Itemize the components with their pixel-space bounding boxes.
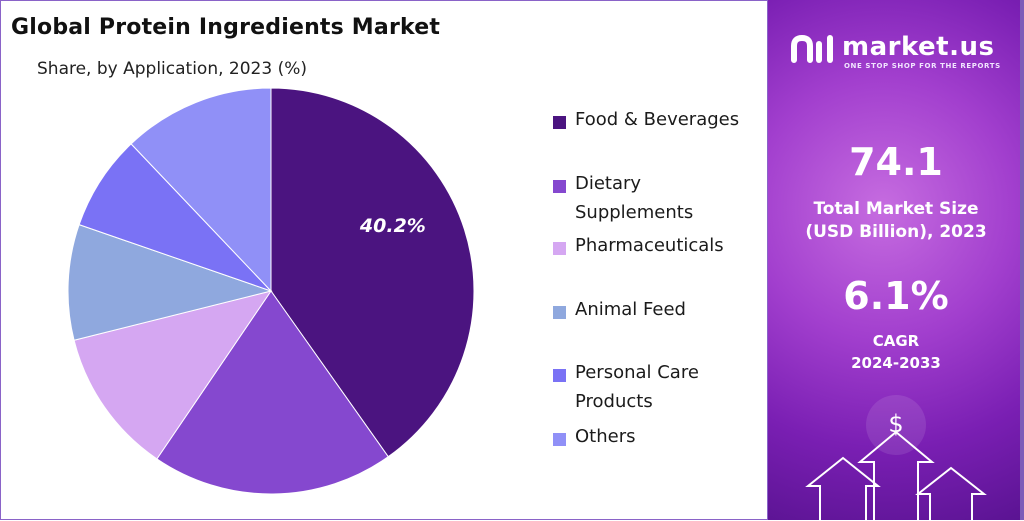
- legend-label: Personal Care Products: [575, 358, 699, 416]
- legend-label-line: Animal Feed: [575, 299, 686, 320]
- legend-swatch: [553, 116, 566, 129]
- pie-data-label: 40.2%: [359, 215, 426, 237]
- arrow-up-icon: [805, 456, 881, 520]
- legend-label-line: Supplements: [575, 202, 694, 223]
- legend-item: Dietary Supplements: [553, 173, 763, 227]
- chart-subtitle: Share, by Application, 2023 (%): [37, 59, 307, 79]
- market-size-label-line-1: Total Market Size: [813, 199, 979, 219]
- pie-slice-personal-care-products: [78, 143, 272, 292]
- market-us-logo-icon: [791, 34, 833, 63]
- cagr-label: CAGR 2024-2033: [768, 330, 1024, 374]
- brand-name: market.us: [842, 32, 995, 62]
- legend-label-line: Dietary: [575, 173, 642, 194]
- chart-title: Global Protein Ingredients Market: [11, 15, 441, 40]
- brand-logo: market.us ONE STOP SHOP FOR THE REPORTS: [786, 30, 1006, 70]
- pie-slice-others: [130, 87, 272, 293]
- legend-label-line: Food & Beverages: [575, 109, 740, 130]
- arrow-up-icon: [857, 430, 935, 520]
- market-summary-panel: market.us ONE STOP SHOP FOR THE REPORTS …: [768, 0, 1024, 520]
- cagr-label-line-1: CAGR: [872, 332, 920, 350]
- legend-label: Animal Feed: [575, 295, 686, 324]
- pie-slice-animal-feed: [67, 224, 273, 341]
- legend-label-line: Others: [575, 426, 636, 447]
- market-size-label-line-2: (USD Billion), 2023: [805, 222, 987, 242]
- pie-slice-pharmaceuticals: [73, 290, 273, 460]
- arrow-up-icon: [915, 466, 987, 520]
- dollar-icon: $: [888, 410, 903, 438]
- panel-border: [1020, 0, 1024, 520]
- coin-glow-icon: [866, 395, 926, 455]
- legend-label-line: Pharmaceuticals: [575, 235, 724, 256]
- legend-label: Others: [575, 422, 636, 451]
- legend-item: Personal Care Products: [553, 362, 763, 416]
- legend-item: Pharmaceuticals: [553, 235, 763, 260]
- pie-slice-food-beverages: [270, 87, 475, 458]
- brand-tagline: ONE STOP SHOP FOR THE REPORTS: [844, 62, 1001, 70]
- legend-item: Animal Feed: [553, 299, 763, 324]
- legend-item: Food & Beverages: [553, 109, 763, 134]
- legend-swatch: [553, 433, 566, 446]
- cagr-value: 6.1%: [843, 274, 949, 318]
- cagr-label-line-2: 2024-2033: [851, 354, 941, 372]
- legend-label: Pharmaceuticals: [575, 231, 724, 260]
- legend-label-line: Products: [575, 391, 653, 412]
- market-size-label: Total Market Size (USD Billion), 2023: [768, 198, 1024, 244]
- growth-arrows-icon: $: [805, 395, 987, 520]
- legend-swatch: [553, 242, 566, 255]
- legend-label: Food & Beverages: [575, 105, 739, 134]
- legend-swatch: [553, 306, 566, 319]
- legend-label-line: Personal Care: [575, 362, 699, 383]
- legend-swatch: [553, 180, 566, 193]
- chart-panel: Global Protein Ingredients Market Share,…: [0, 0, 768, 520]
- legend-swatch: [553, 369, 566, 382]
- pie-slice-dietary-supplements: [156, 290, 389, 495]
- legend-label: Dietary Supplements: [575, 169, 693, 227]
- market-size-value: 74.1: [849, 140, 943, 184]
- pie-chart: 40.2%: [67, 87, 475, 495]
- legend-item: Others: [553, 426, 763, 451]
